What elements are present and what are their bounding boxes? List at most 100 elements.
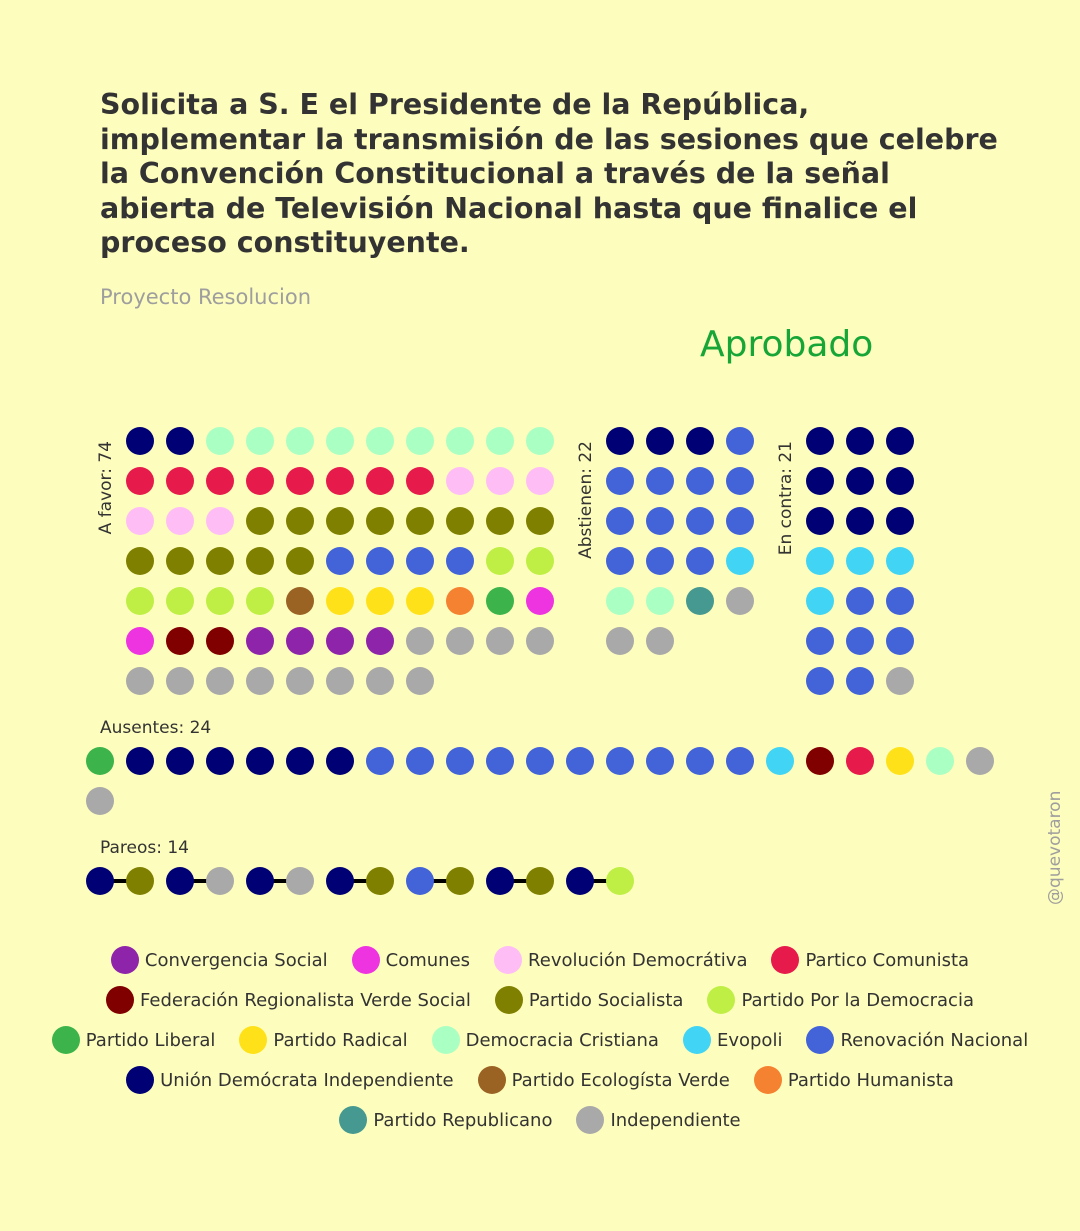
legend-item-ind: Independiente (576, 1106, 741, 1134)
legend-row: Partido Republicano Independiente (20, 1100, 1060, 1140)
vote-dot-rn (686, 547, 714, 575)
vote-dot-com (126, 627, 154, 655)
vote-dot-pc (326, 467, 354, 495)
vote-dot-rn (366, 547, 394, 575)
vote-dot-ind (286, 867, 314, 895)
legend-item-udi: Unión Demócrata Independiente (126, 1066, 454, 1094)
vote-dot-dc (326, 427, 354, 455)
vote-dot-frvs (206, 627, 234, 655)
vote-dot-udi (806, 427, 834, 455)
vote-dot-ps (326, 507, 354, 535)
legend-swatch (707, 986, 736, 1014)
legend-label: Independiente (610, 1109, 741, 1131)
vote-dot-ind (246, 667, 274, 695)
vote-dot-ppd (166, 587, 194, 615)
vote-dot-rn (646, 467, 674, 495)
vote-dot-rn (606, 507, 634, 535)
legend-swatch (682, 1026, 711, 1054)
vote-dot-udi (806, 507, 834, 535)
vote-dot-udi (846, 507, 874, 535)
legend-swatch (576, 1106, 605, 1134)
vote-dot-pr (326, 587, 354, 615)
vote-dot-rn (846, 667, 874, 695)
vote-dot-udi (326, 747, 354, 775)
vote-dot-ppd (246, 587, 274, 615)
vote-dot-dc (486, 427, 514, 455)
vote-dot-rn (846, 587, 874, 615)
vote-dot-udi (886, 507, 914, 535)
vote-dot-ppd (486, 547, 514, 575)
legend-item-ppd: Partido Por la Democracia (707, 986, 974, 1014)
vote-dot-pev (286, 587, 314, 615)
legend-item-pev: Partido Ecologísta Verde (477, 1066, 730, 1094)
vote-dot-rn (326, 547, 354, 575)
vote-dot-ps (526, 867, 554, 895)
vote-dot-udi (206, 747, 234, 775)
legend-row: Convergencia Social Comunes Revolución Dem… (20, 940, 1060, 980)
vote-dot-pl (486, 587, 514, 615)
party-legend: Convergencia Social Comunes Revolución Dem… (20, 940, 1060, 1140)
vote-dot-ps (446, 867, 474, 895)
vote-dot-ps (406, 507, 434, 535)
legend-swatch (106, 986, 134, 1014)
vote-dot-rn (646, 507, 674, 535)
vote-dot-rn (606, 747, 634, 775)
vote-dot-udi (886, 427, 914, 455)
vote-dot-ppd (126, 587, 154, 615)
vote-dot-evo (766, 747, 794, 775)
vote-dot-rn (606, 467, 634, 495)
vote-dot-ps (166, 547, 194, 575)
vote-dot-dc (926, 747, 954, 775)
vote-dot-dc (606, 587, 634, 615)
legend-swatch (51, 1026, 80, 1054)
vote-dot-udi (686, 427, 714, 455)
legend-label: Evopoli (716, 1029, 783, 1051)
vote-dot-udi (166, 427, 194, 455)
vote-dot-udi (486, 867, 514, 895)
vote-dot-udi (246, 867, 274, 895)
vote-dot-rn (726, 747, 754, 775)
vote-dot-udi (846, 427, 874, 455)
legend-item-pl: Partido Liberal (51, 1026, 215, 1054)
vote-dot-cs (366, 627, 394, 655)
vote-dot-rn (646, 747, 674, 775)
vote-dot-ps (366, 507, 394, 535)
vote-dot-evo (846, 547, 874, 575)
vote-dot-udi (246, 747, 274, 775)
vote-dot-udi (86, 867, 114, 895)
legend-label: Partido Socialista (528, 989, 684, 1011)
legend-item-rn: Renovación Nacional (806, 1026, 1028, 1054)
legend-swatch (494, 986, 523, 1014)
vote-dot-udi (126, 747, 154, 775)
vote-dot-ind (406, 627, 434, 655)
vote-dot-udi (166, 867, 194, 895)
vote-dot-rn (566, 747, 594, 775)
vote-dot-evo (726, 547, 754, 575)
vote-dot-dc (526, 427, 554, 455)
legend-swatch (771, 946, 800, 974)
vote-dot-rn (486, 747, 514, 775)
vote-dot-udi (166, 747, 194, 775)
legend-item-evo: Evopoli (682, 1026, 783, 1054)
vote-dot-rn (806, 627, 834, 655)
vote-dot-rn (686, 747, 714, 775)
legend-label: Federación Regionalista Verde Social (140, 989, 471, 1011)
vote-dot-rd (206, 507, 234, 535)
legend-swatch (126, 1066, 155, 1094)
legend-item-ps: Partido Socialista (494, 986, 684, 1014)
vote-dot-ps (286, 507, 314, 535)
vote-dot-ind (326, 667, 354, 695)
vote-dot-rn (806, 667, 834, 695)
vote-dot-udi (286, 747, 314, 775)
legend-swatch (110, 946, 139, 974)
group-label-4: Pareos: 14 (100, 838, 189, 858)
vote-dot-udi (566, 867, 594, 895)
vote-dot-ps (526, 507, 554, 535)
legend-swatch (351, 946, 380, 974)
vote-dot-frvs (806, 747, 834, 775)
vote-dot-pc (126, 467, 154, 495)
legend-label: Convergencia Social (144, 949, 328, 971)
vote-dot-pr (886, 747, 914, 775)
vote-dot-pr (366, 587, 394, 615)
vote-dot-udi (846, 467, 874, 495)
